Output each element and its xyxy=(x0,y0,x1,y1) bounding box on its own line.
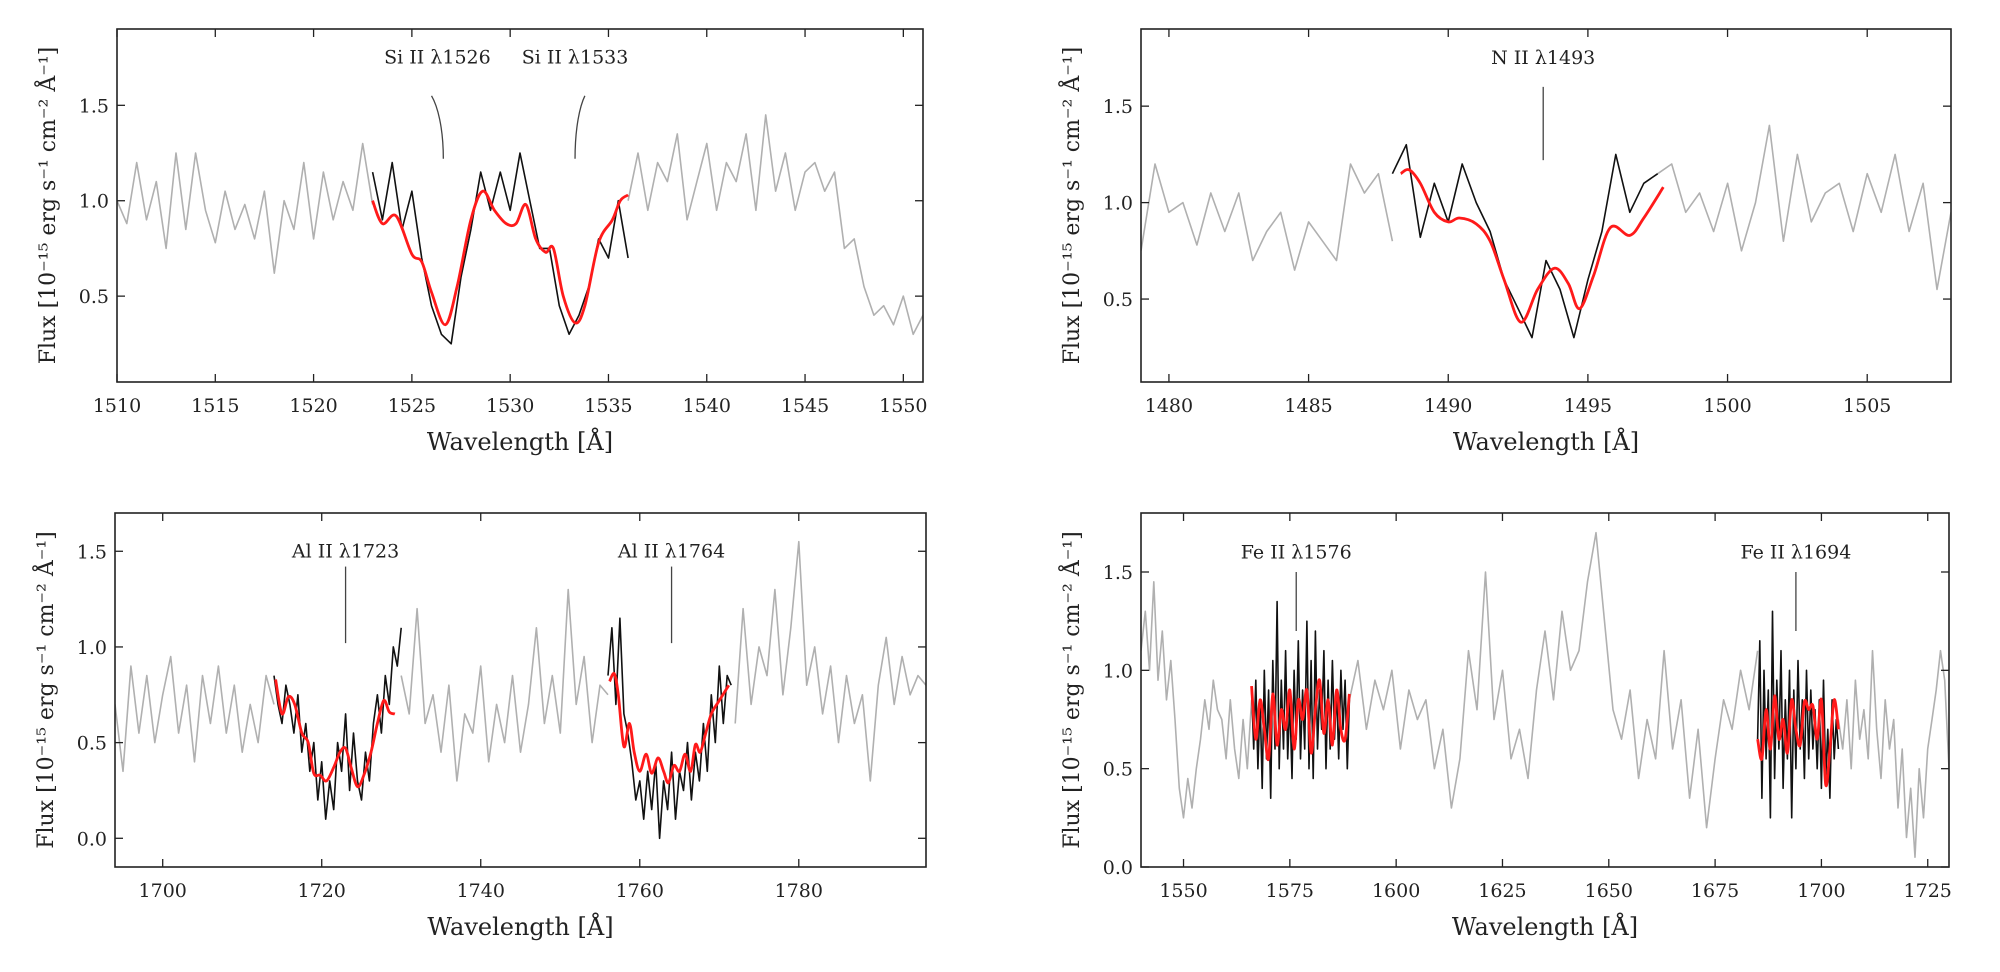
line-label: Al II λ1764 xyxy=(617,540,725,562)
context-spectrum-line xyxy=(1141,580,1253,819)
x-tick-label: 1650 xyxy=(1585,880,1633,902)
model-fit-line xyxy=(1399,168,1665,324)
line-label: Fe II λ1694 xyxy=(1740,541,1851,563)
axes-frame xyxy=(114,512,927,868)
context-spectrum-line xyxy=(117,142,374,275)
x-tick-label: 1760 xyxy=(616,880,664,902)
y-axis-label: Flux [10⁻¹⁵ erg s⁻¹ cm⁻² Å⁻¹] xyxy=(1057,531,1085,849)
x-tick-label: 1700 xyxy=(139,880,187,902)
panel-3: 1700 1720 1740 1760 1780 0.0 0.5 1.0 1.5 Waveleng… xyxy=(31,512,927,941)
fitted-spectrum-line xyxy=(1391,143,1659,339)
fitted-spectrum-line xyxy=(371,152,629,345)
line-marker xyxy=(430,95,444,159)
line-label: N II λ1493 xyxy=(1491,47,1595,69)
x-axis-label: Wavelength [Å] xyxy=(1453,427,1639,456)
y-tick-label: 1.0 xyxy=(77,637,107,659)
y-tick-label: 1.5 xyxy=(1103,96,1133,118)
x-tick-label: 1520 xyxy=(289,395,337,417)
plot-area xyxy=(1141,124,1951,339)
x-tick-label: 1550 xyxy=(879,395,927,417)
context-spectrum-line xyxy=(734,540,926,782)
axes-frame xyxy=(1140,512,1950,868)
y-tick-label: 0.0 xyxy=(1103,857,1133,879)
x-tick-label: 1550 xyxy=(1159,880,1207,902)
line-marker xyxy=(574,95,586,159)
plot-area xyxy=(115,540,926,840)
fitted-spectrum-line xyxy=(607,617,732,840)
x-tick-label: 1495 xyxy=(1564,395,1612,417)
x-tick-label: 1480 xyxy=(1145,395,1193,417)
x-tick-label: 1675 xyxy=(1691,880,1739,902)
panel-4: 1550 1575 1600 1625 1650 1675 1700 1725 0.0 0.5 1.… xyxy=(1057,512,1952,941)
y-axis-label: Flux [10⁻¹⁵ erg s⁻¹ cm⁻² Å⁻¹] xyxy=(31,531,59,849)
y-tick-label: 1.5 xyxy=(1103,562,1133,584)
model-fit-line xyxy=(371,189,629,327)
y-tick-label: 0.5 xyxy=(79,286,109,308)
line-label: Si II λ1526 xyxy=(384,47,491,69)
x-tick-label: 1780 xyxy=(775,880,823,902)
plot-area xyxy=(117,114,923,345)
x-axis-label: Wavelength [Å] xyxy=(427,427,613,456)
context-spectrum-line xyxy=(1348,531,1759,829)
x-tick-label: 1575 xyxy=(1266,880,1314,902)
x-tick-label: 1530 xyxy=(486,395,534,417)
x-tick-label: 1525 xyxy=(388,395,436,417)
model-fit-line xyxy=(274,679,396,789)
context-spectrum-line xyxy=(115,655,275,773)
x-axis-label: Wavelength [Å] xyxy=(427,912,613,941)
panel-1: 1510 1515 1520 1525 1530 1535 1540 1545 1550 0.5 1… xyxy=(33,28,928,456)
x-tick-label: 1505 xyxy=(1843,395,1891,417)
line-label: Fe II λ1576 xyxy=(1241,541,1352,563)
x-tick-label: 1725 xyxy=(1904,880,1952,902)
fitted-spectrum-line xyxy=(273,627,402,821)
x-tick-label: 1740 xyxy=(457,880,505,902)
axes-frame xyxy=(1140,28,1952,383)
y-tick-label: 1.0 xyxy=(1103,193,1133,215)
panel-2: 1480 1485 1490 1495 1500 1505 0.5 1.0 1.5 Wavelen… xyxy=(1057,28,1952,456)
x-tick-label: 1700 xyxy=(1797,880,1845,902)
x-tick-label: 1720 xyxy=(298,880,346,902)
y-axis-label: Flux [10⁻¹⁵ erg s⁻¹ cm⁻² Å⁻¹] xyxy=(1057,47,1085,365)
x-axis-label: Wavelength [Å] xyxy=(1452,912,1638,941)
x-tick-label: 1535 xyxy=(584,395,632,417)
x-tick-label: 1500 xyxy=(1703,395,1751,417)
y-tick-label: 0.0 xyxy=(77,828,107,850)
y-tick-label: 0.5 xyxy=(1103,759,1133,781)
y-tick-label: 1.0 xyxy=(1103,660,1133,682)
line-label: Al II λ1723 xyxy=(291,540,399,562)
y-tick-label: 1.0 xyxy=(79,191,109,213)
model-fit-line xyxy=(608,671,731,785)
context-spectrum-line xyxy=(1837,649,1949,859)
x-tick-label: 1625 xyxy=(1478,880,1526,902)
context-spectrum-line xyxy=(1141,163,1394,271)
line-label: Si II λ1533 xyxy=(522,47,629,69)
x-tick-label: 1540 xyxy=(683,395,731,417)
x-tick-label: 1490 xyxy=(1424,395,1472,417)
x-tick-label: 1600 xyxy=(1372,880,1420,902)
y-tick-label: 1.5 xyxy=(79,95,109,117)
x-tick-label: 1485 xyxy=(1284,395,1332,417)
plot-area xyxy=(1141,531,1949,859)
model-fit-line xyxy=(1756,694,1840,788)
context-spectrum-line xyxy=(1657,124,1951,291)
y-tick-label: 1.5 xyxy=(77,541,107,563)
context-spectrum-line xyxy=(627,114,923,336)
x-tick-label: 1515 xyxy=(191,395,239,417)
y-axis-label: Flux [10⁻¹⁵ erg s⁻¹ cm⁻² Å⁻¹] xyxy=(33,47,61,365)
fitted-spectrum-line xyxy=(1250,600,1351,800)
x-tick-label: 1510 xyxy=(93,395,141,417)
axes-frame xyxy=(116,28,924,383)
x-tick-label: 1545 xyxy=(781,395,829,417)
model-fit-line xyxy=(1250,678,1351,762)
context-spectrum-line xyxy=(400,588,609,782)
y-tick-label: 0.5 xyxy=(77,733,107,755)
y-tick-label: 0.5 xyxy=(1103,289,1133,311)
